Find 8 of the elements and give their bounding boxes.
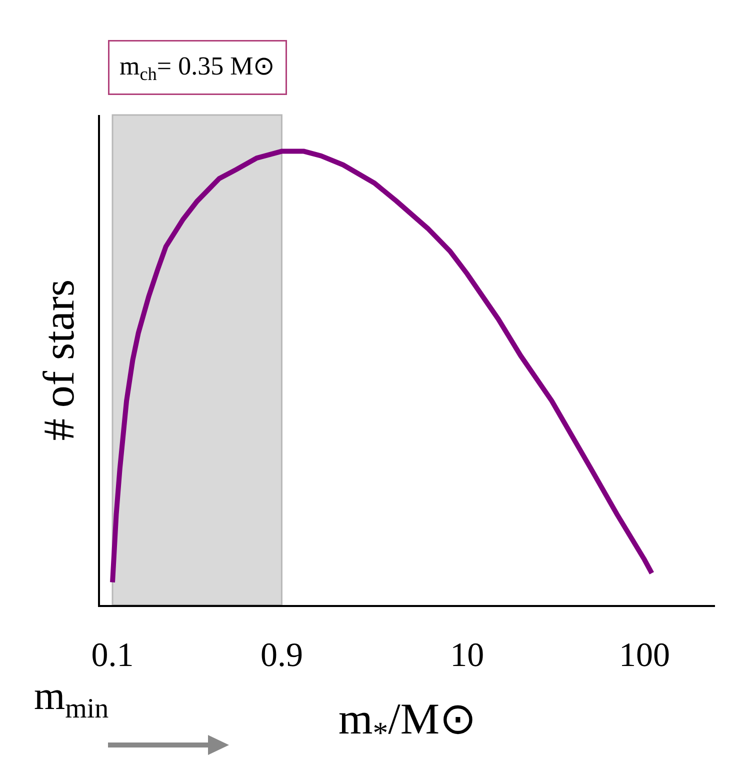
y-axis-title: # of stars (34, 279, 84, 441)
band-label: m$_{ch}$= 0.35 M⊙ (120, 52, 276, 84)
x-tick-label: 100 (618, 636, 670, 674)
x-tick-label: 10 (450, 636, 484, 674)
text: m$_{min}$ (34, 673, 109, 724)
x-tick-label: 0.9 (260, 636, 303, 674)
x-axis-title: m$_{*}$/M⊙ (338, 694, 476, 750)
x-tick-label: 0.1 (91, 636, 134, 674)
